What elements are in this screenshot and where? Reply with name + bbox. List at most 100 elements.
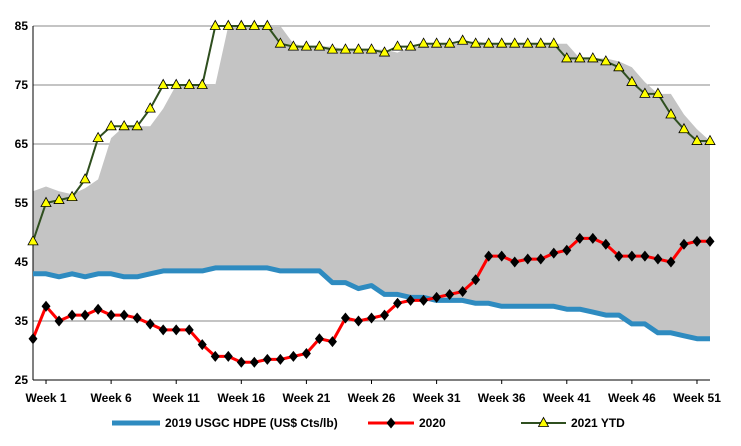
- data-point: [365, 43, 378, 54]
- data-point: [626, 75, 638, 86]
- data-point: [653, 253, 663, 265]
- y-tick-labels: 25 35 45 55 65 75 85: [15, 19, 29, 387]
- data-point: [536, 253, 546, 265]
- data-point: [183, 78, 195, 89]
- data-point: [691, 134, 703, 145]
- data-point: [339, 43, 352, 54]
- data-point: [432, 291, 442, 303]
- data-point: [380, 309, 390, 321]
- data-point: [197, 339, 207, 351]
- data-point: [340, 312, 350, 324]
- x-tick-label: Week 21: [282, 391, 330, 405]
- data-point: [665, 108, 677, 119]
- data-point: [300, 40, 313, 51]
- series-markers: [27, 19, 716, 368]
- data-point: [497, 250, 507, 262]
- data-point: [445, 288, 455, 300]
- data-point: [275, 353, 285, 365]
- data-point: [535, 37, 547, 48]
- data-point: [157, 78, 169, 89]
- data-point: [132, 312, 142, 324]
- data-point: [313, 40, 326, 51]
- data-point: [66, 190, 78, 201]
- data-point: [393, 297, 403, 309]
- data-point: [549, 247, 559, 259]
- data-point: [404, 40, 417, 51]
- data-point: [509, 37, 521, 48]
- legend-marker: [537, 416, 550, 427]
- data-point: [678, 122, 690, 134]
- data-point: [679, 238, 689, 250]
- data-point: [80, 309, 90, 321]
- data-point: [430, 37, 443, 48]
- data-point: [523, 253, 533, 265]
- data-point: [287, 40, 300, 51]
- data-point: [522, 37, 534, 48]
- data-point: [391, 40, 404, 51]
- data-point: [210, 350, 220, 362]
- data-point: [705, 235, 715, 247]
- data-point: [353, 315, 363, 327]
- x-tick-label: Week 6: [91, 391, 132, 405]
- data-point: [561, 52, 573, 63]
- data-point: [222, 19, 234, 30]
- data-point: [692, 235, 702, 247]
- legend-label: 2020: [419, 416, 446, 430]
- data-point: [41, 300, 51, 312]
- x-tick-label: Week 1: [25, 391, 66, 405]
- data-point: [131, 119, 143, 131]
- data-point: [314, 333, 324, 345]
- data-point: [417, 37, 430, 48]
- data-point: [184, 324, 194, 336]
- data-point: [144, 102, 156, 113]
- data-point: [640, 250, 650, 262]
- data-point: [67, 309, 77, 321]
- data-point: [469, 37, 482, 48]
- x-tick-label: Week 36: [478, 391, 526, 405]
- data-point: [482, 37, 495, 48]
- data-point: [574, 52, 586, 63]
- data-point: [248, 19, 261, 30]
- data-point: [105, 119, 117, 131]
- data-point: [223, 350, 233, 362]
- data-point: [600, 55, 612, 66]
- data-point: [352, 43, 365, 54]
- y-tick-label: 75: [15, 78, 29, 92]
- data-point: [262, 353, 272, 365]
- data-point: [54, 315, 64, 327]
- data-point: [274, 37, 287, 48]
- data-point: [613, 60, 625, 72]
- data-point: [118, 119, 130, 131]
- data-point: [588, 232, 598, 244]
- data-point: [326, 43, 339, 54]
- data-point: [170, 78, 182, 89]
- data-point: [249, 356, 259, 368]
- data-point: [378, 46, 391, 57]
- y-tick-label: 65: [15, 137, 29, 151]
- legend-marker: [386, 417, 396, 429]
- legend: 2019 USGC HDPE (US$ Cts/lb) 2020 2021 YTD: [112, 416, 625, 430]
- y-tick-label: 35: [15, 314, 29, 328]
- data-point: [106, 309, 116, 321]
- data-point: [171, 324, 181, 336]
- data-point: [456, 34, 469, 45]
- data-point: [209, 19, 221, 30]
- data-point: [288, 350, 298, 362]
- series-line: [33, 265, 710, 342]
- legend-label: 2021 YTD: [571, 416, 625, 430]
- data-point: [92, 131, 104, 142]
- data-point: [639, 87, 651, 98]
- data-point: [158, 324, 168, 336]
- data-point: [652, 87, 664, 98]
- data-point: [261, 19, 274, 30]
- x-tick-label: Week 11: [153, 391, 200, 405]
- x-tick-label: Week 16: [217, 391, 265, 405]
- data-point: [496, 37, 508, 48]
- y-tick-label: 55: [15, 196, 29, 210]
- data-point: [301, 347, 311, 359]
- data-point: [119, 309, 129, 321]
- data-point: [79, 173, 91, 184]
- data-point: [53, 193, 65, 204]
- data-point: [196, 78, 208, 89]
